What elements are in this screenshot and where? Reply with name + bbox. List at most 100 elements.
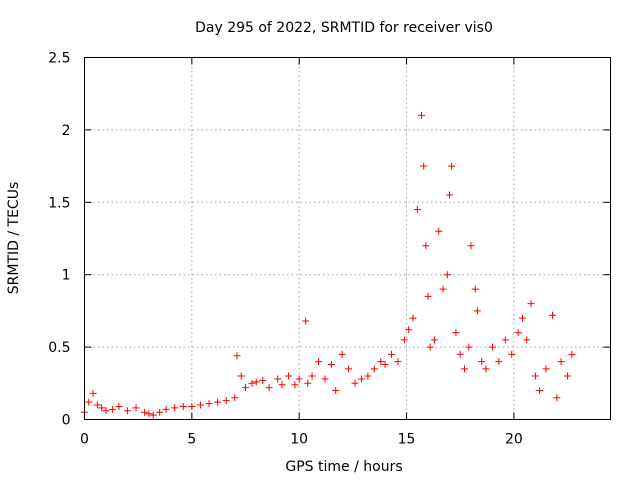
data-point <box>536 387 544 395</box>
data-point <box>501 336 509 344</box>
data-point <box>291 381 299 389</box>
data-point <box>508 350 516 358</box>
data-point <box>564 372 572 380</box>
data-point <box>123 407 131 415</box>
data-point <box>231 394 239 402</box>
data-point <box>179 402 187 410</box>
data-point <box>445 191 453 199</box>
data-point <box>518 314 526 322</box>
x-tick-label: 15 <box>398 432 416 448</box>
data-point <box>149 411 157 419</box>
data-point <box>542 365 550 373</box>
data-point <box>295 375 303 383</box>
data-point <box>338 350 346 358</box>
data-point <box>308 372 316 380</box>
data-point <box>332 387 340 395</box>
data-point <box>108 405 116 413</box>
data-point <box>265 384 273 392</box>
data-point <box>304 379 312 387</box>
data-point <box>259 376 267 384</box>
data-point <box>205 400 213 408</box>
data-point <box>171 404 179 412</box>
data-point <box>418 111 426 119</box>
data-point <box>553 394 561 402</box>
data-point <box>85 398 93 406</box>
data-point <box>381 360 389 368</box>
data-point <box>188 402 196 410</box>
y-tick-label: 0 <box>62 413 71 429</box>
data-point <box>394 358 402 366</box>
data-point <box>156 408 164 416</box>
x-tick-label: 5 <box>187 432 196 448</box>
data-point <box>89 389 97 397</box>
y-tick-label: 0.5 <box>48 340 70 356</box>
y-tick-label: 2 <box>62 123 71 139</box>
x-axis-label: GPS time / hours <box>285 459 402 475</box>
data-point <box>422 242 430 250</box>
data-point <box>145 410 153 418</box>
data-point <box>278 381 286 389</box>
data-point <box>252 378 260 386</box>
data-point <box>237 372 245 380</box>
data-point <box>471 285 479 293</box>
data-point <box>568 350 576 358</box>
data-point <box>424 292 432 300</box>
y-tick-label: 2.5 <box>48 51 70 67</box>
x-tick-label: 20 <box>505 432 523 448</box>
data-point <box>430 336 438 344</box>
data-point <box>456 350 464 358</box>
data-point <box>370 365 378 373</box>
data-point <box>214 398 222 406</box>
data-point <box>132 404 140 412</box>
data-point <box>426 343 434 351</box>
y-axis-label: SRMTID / TECUs <box>6 182 22 295</box>
data-point <box>478 358 486 366</box>
data-point <box>357 375 365 383</box>
data-point <box>98 404 106 412</box>
data-point <box>233 352 241 360</box>
data-point <box>364 372 372 380</box>
data-point <box>321 375 329 383</box>
data-point <box>420 162 428 170</box>
data-point <box>467 242 475 250</box>
data-point <box>274 375 282 383</box>
data-point <box>345 365 353 373</box>
data-point <box>514 329 522 337</box>
data-point <box>327 360 335 368</box>
data-point <box>248 379 256 387</box>
data-point <box>452 329 460 337</box>
x-tick-label: 10 <box>290 432 308 448</box>
data-point <box>141 408 149 416</box>
y-tick-label: 1.5 <box>48 195 70 211</box>
data-point <box>443 271 451 279</box>
data-point <box>549 311 557 319</box>
data-point <box>495 358 503 366</box>
data-point <box>527 300 535 308</box>
data-point <box>351 379 359 387</box>
data-point <box>413 206 421 214</box>
data-point <box>222 397 230 405</box>
data-point <box>409 314 417 322</box>
data-point <box>315 358 323 366</box>
data-point <box>196 401 204 409</box>
data-point <box>448 162 456 170</box>
data-point <box>439 285 447 293</box>
data-point <box>531 372 539 380</box>
data-point <box>557 358 565 366</box>
data-point <box>162 405 170 413</box>
axis-ticks: 0 0.5 1 1.5 2 2.5 0 5 10 15 20 <box>48 51 611 448</box>
data-point <box>242 384 250 392</box>
plot-frame <box>84 57 611 420</box>
data-point <box>482 365 490 373</box>
data-point <box>377 358 385 366</box>
data-point <box>284 372 292 380</box>
data-point <box>405 326 413 334</box>
data-point <box>388 350 396 358</box>
data-point <box>473 307 481 315</box>
data-point <box>461 365 469 373</box>
chart-title: Day 295 of 2022, SRMTID for receiver vis… <box>195 20 493 36</box>
data-point <box>115 402 123 410</box>
data-point <box>102 407 110 415</box>
data-point <box>93 401 101 409</box>
